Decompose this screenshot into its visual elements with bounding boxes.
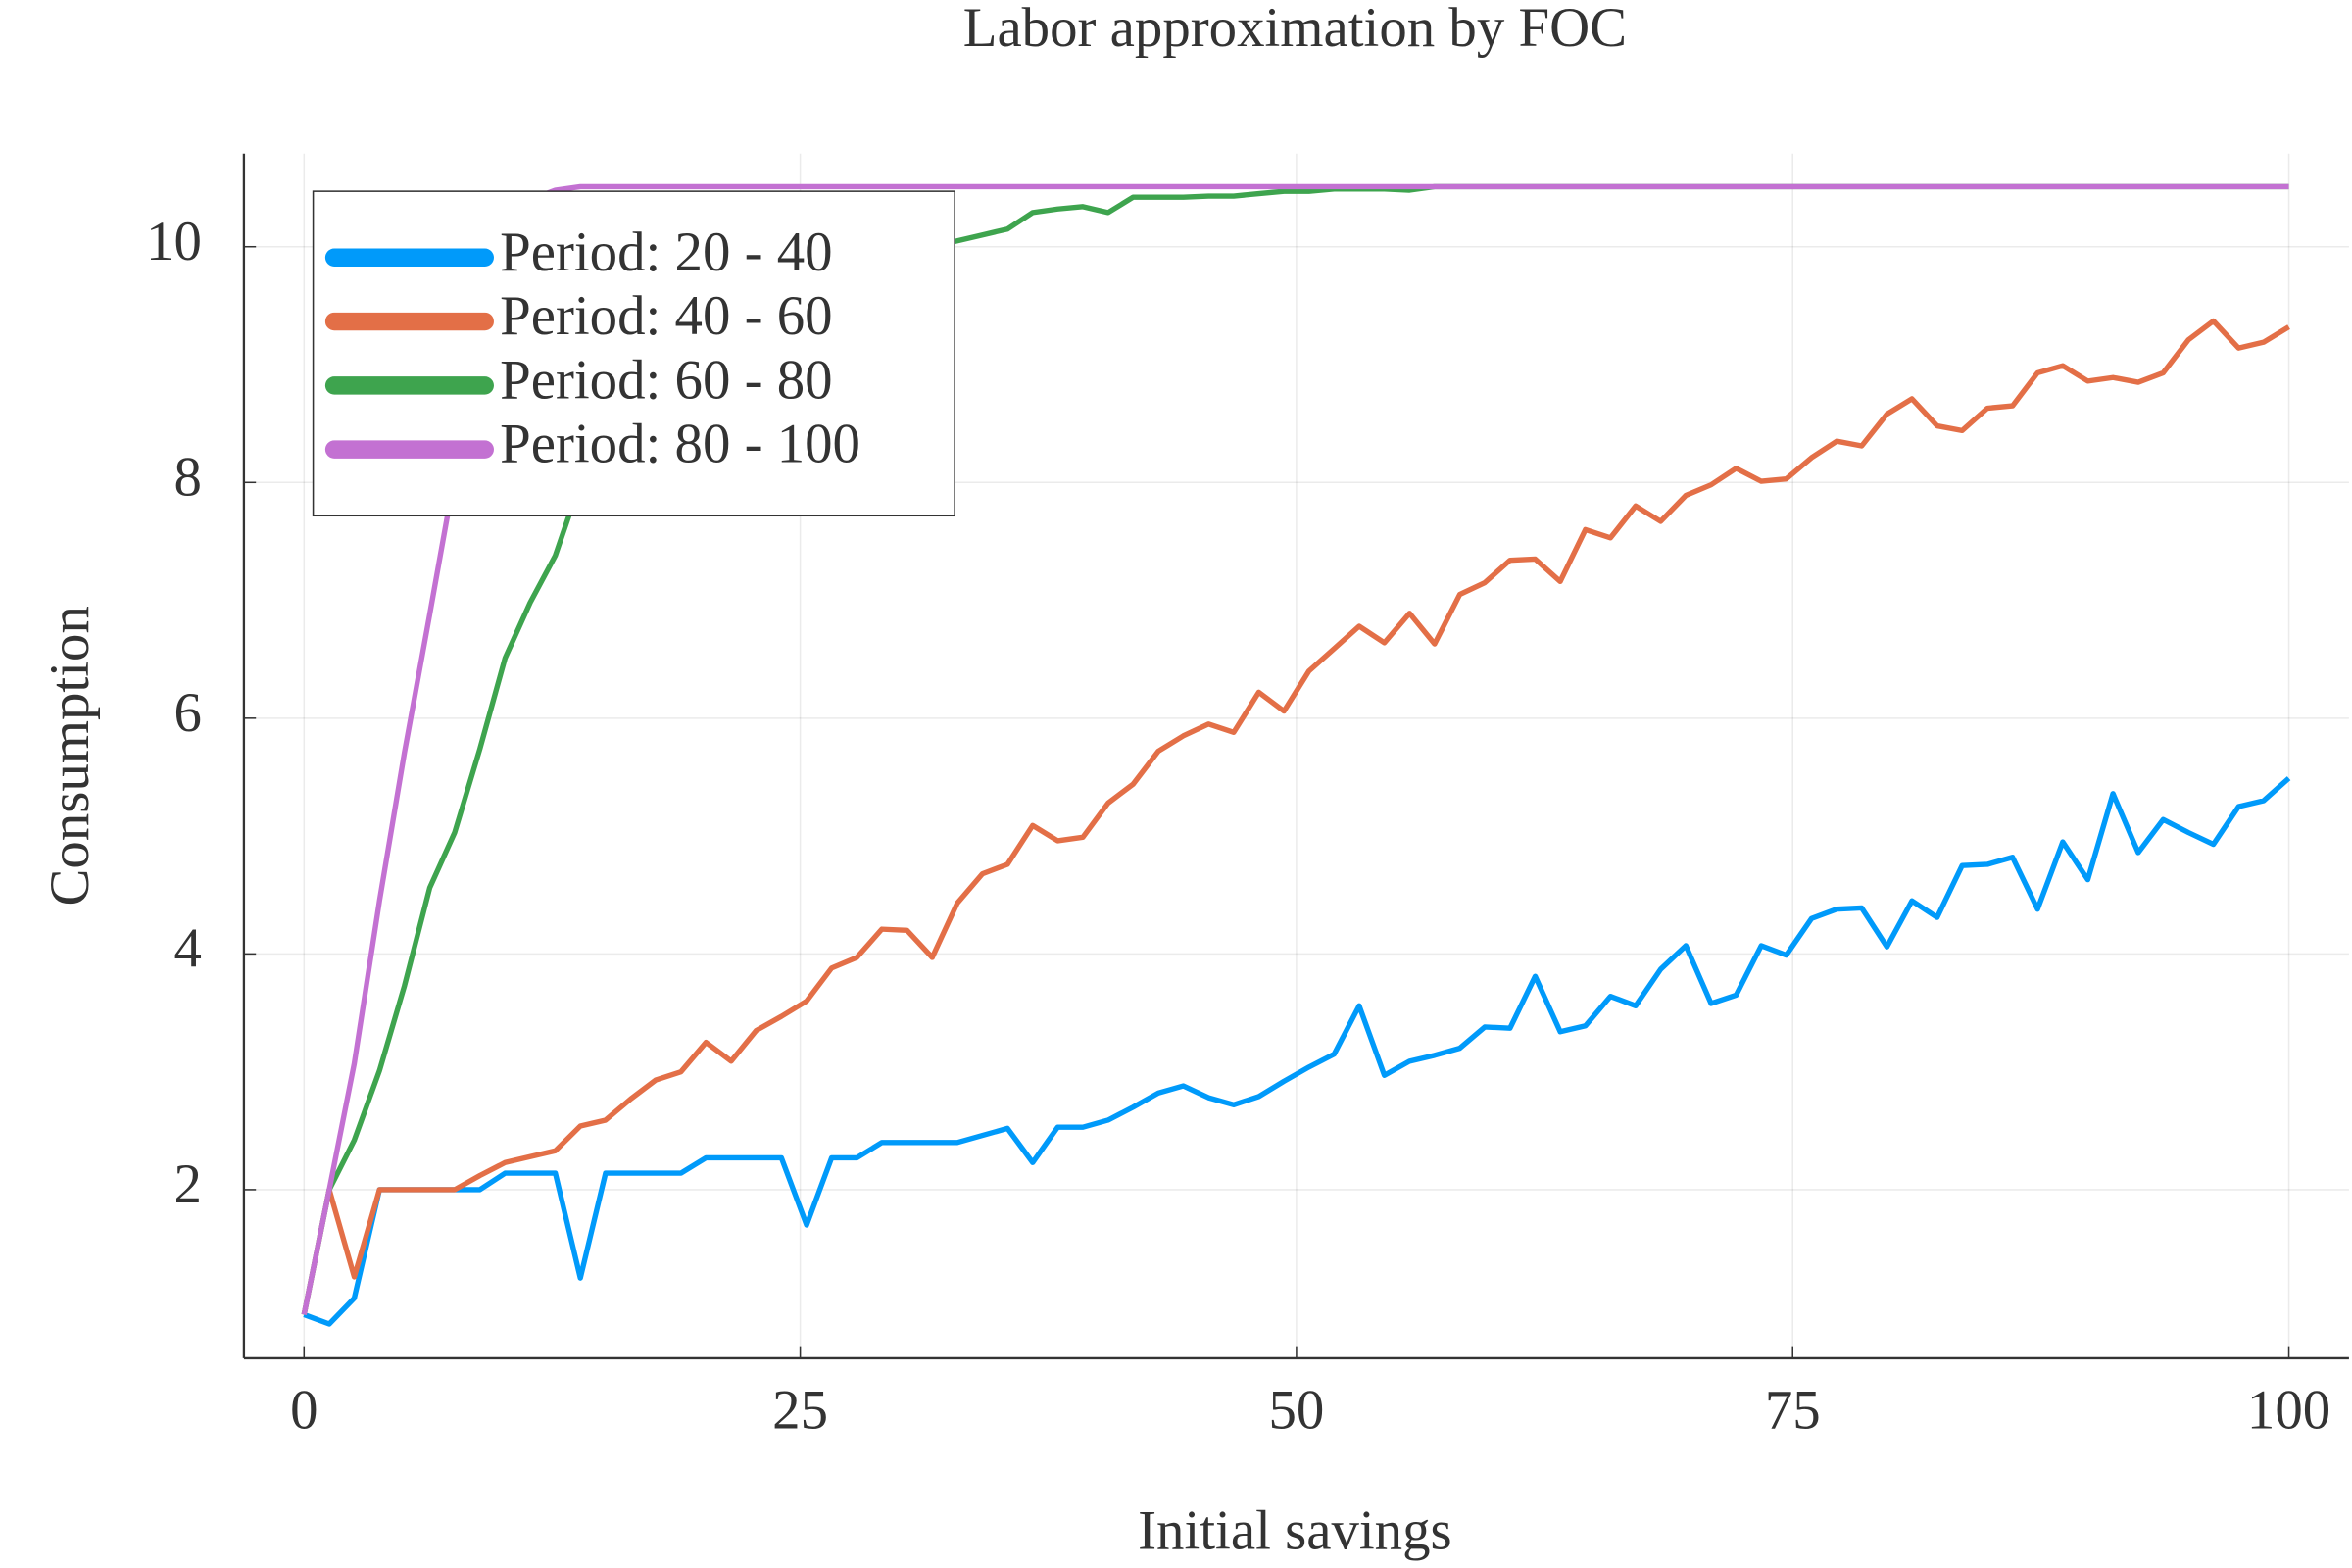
series-line: [301, 318, 2290, 1315]
x-tick-label: 100: [2247, 1379, 2330, 1441]
y-tick-label: 10: [146, 211, 202, 272]
y-tick-label: 6: [173, 682, 201, 744]
legend-label: Period: 20 - 40: [500, 221, 832, 283]
series-line: [303, 776, 2291, 1327]
x-tick-label: 0: [290, 1379, 318, 1441]
x-tick-label: 75: [1765, 1379, 1821, 1441]
y-tick-label: 4: [173, 917, 201, 979]
x-axis-label: Initial savings: [1138, 1499, 1452, 1561]
x-tick-label: 50: [1268, 1379, 1324, 1441]
x-tick-label: 25: [772, 1379, 828, 1441]
legend-label: Period: 80 - 100: [500, 414, 860, 475]
y-tick-label: 8: [173, 446, 201, 508]
y-tick-label: 2: [173, 1153, 201, 1215]
y-axis-label: Consumption: [39, 606, 101, 906]
legend-box: [312, 190, 956, 517]
legend-label: Period: 40 - 60: [500, 285, 832, 347]
chart-title: Labor approximation by FOC: [963, 0, 1627, 59]
series-line: [301, 183, 2289, 1315]
legend-label: Period: 60 - 80: [500, 349, 832, 411]
